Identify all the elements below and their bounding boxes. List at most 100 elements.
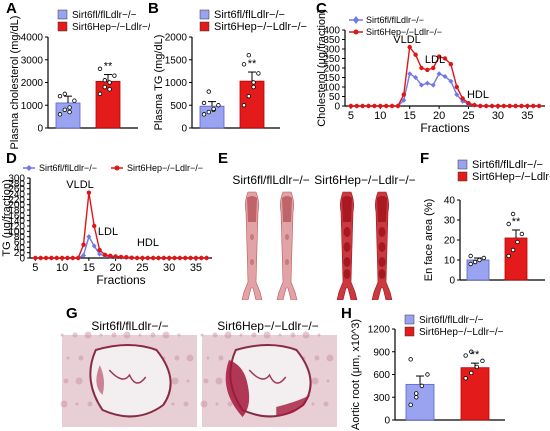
data-point	[67, 105, 72, 110]
series-point-ko	[413, 52, 418, 57]
aorta-lesion	[250, 234, 254, 240]
bar-ko	[460, 367, 490, 421]
x-tick-label: 35	[521, 110, 533, 122]
series-point-ko	[436, 54, 442, 59]
panel-label-c: C	[316, 0, 327, 17]
chart-h-aortic-root: 0 300 600 900 1200 Aortic root (μm, x10^3) ** S…	[350, 314, 505, 430]
histology-ko	[200, 331, 337, 427]
tissue-speckle	[162, 331, 170, 339]
data-point	[506, 221, 511, 227]
series-point-ko	[495, 103, 501, 109]
aorta-lesion	[378, 257, 386, 267]
tissue-speckle	[177, 333, 181, 337]
tissue-speckle	[302, 331, 310, 339]
plaque-lesion	[225, 360, 250, 417]
series-point-ko	[108, 253, 113, 259]
tissue-speckle	[311, 402, 315, 406]
legend-swatch-ko	[457, 171, 468, 182]
y-tick-label: 120	[8, 222, 25, 233]
data-point	[246, 53, 251, 58]
tissue-speckle	[200, 333, 204, 337]
data-point	[201, 112, 207, 117]
series-point-wt	[81, 252, 87, 258]
data-point	[102, 84, 107, 90]
series-point-ko	[81, 242, 86, 247]
legend-marker-wt	[26, 165, 32, 171]
x-axis-label: Fractions	[96, 273, 145, 287]
series-point-ko	[360, 103, 365, 109]
series-point-wt	[407, 71, 413, 77]
bar-ko	[95, 80, 121, 129]
panel-g-left-title: Sirt6fl/flLdlr−/−	[91, 319, 168, 333]
y-tick-label: 0	[37, 124, 43, 135]
series-point-ko	[150, 255, 156, 261]
series-point-ko	[75, 255, 81, 261]
tissue-speckle	[314, 355, 320, 361]
series-point-ko	[156, 255, 161, 261]
tissue-speckle	[215, 402, 219, 406]
y-tick-label: 40	[444, 196, 456, 207]
tissue-speckle	[99, 333, 103, 337]
series-point-wt	[418, 82, 424, 88]
aorta-shape	[276, 191, 298, 300]
x-tick-label: 10	[374, 110, 386, 122]
tissue-speckle	[323, 401, 329, 407]
y-tick-label: 280	[8, 179, 25, 190]
legend-text-ko: Sirt6Hep−/−Ldlr−/−	[472, 171, 550, 183]
data-point	[62, 107, 68, 112]
y-tick-label: 30	[444, 216, 456, 227]
annotation-hdl: HDL	[467, 89, 489, 101]
series-point-ko	[407, 44, 412, 50]
plaque-lesion	[96, 365, 105, 395]
legend-text-ko: Sirt6Hep−/−Ldlr−/−	[214, 21, 307, 33]
data-point	[201, 100, 207, 106]
annotation-ldl: LDL	[98, 226, 118, 238]
data-point	[251, 80, 256, 85]
data-point	[419, 383, 425, 389]
series-point-ko	[525, 103, 530, 109]
y-axis-label: En face area (%)	[423, 199, 435, 282]
significance-marker: **	[248, 58, 257, 70]
annotation-hdl: HDL	[137, 237, 159, 249]
series-point-ko	[442, 56, 448, 61]
y-tick-label: 250	[323, 54, 340, 65]
series-line-ko	[35, 192, 207, 259]
series-point-ko	[489, 103, 495, 109]
annotation-vldl: VLDL	[393, 34, 421, 46]
data-point	[216, 103, 221, 108]
data-point	[206, 89, 211, 94]
series-point-ko	[199, 255, 204, 261]
y-tick-label: 50	[329, 92, 341, 103]
x-tick-label: 20	[433, 110, 445, 122]
x-tick-label: 20	[110, 262, 122, 274]
series-point-wt	[448, 78, 454, 84]
data-point	[463, 376, 468, 381]
y-tick-label: 260	[8, 184, 25, 195]
legend-text-wt: Sirt6fl/flLdlr−/−	[419, 315, 484, 326]
panel-e-right-title: Sirt6Hep−/−Ldlr−/−	[314, 173, 415, 187]
data-point	[72, 98, 77, 103]
significance-marker: **	[104, 61, 113, 73]
x-tick-label: 25	[462, 110, 474, 122]
chart-d-tg-fractions: 0204060801001201401601802002202402602803…	[1, 163, 212, 287]
tissue-speckle	[78, 355, 84, 361]
y-tick-label: 140	[8, 216, 25, 227]
data-point	[107, 87, 112, 92]
data-point	[67, 109, 72, 115]
legend-text-ko: Sirt6Hep−/−Ldlr−/−	[72, 22, 150, 33]
panel-label-h: H	[341, 305, 352, 322]
tissue-speckle	[206, 356, 210, 360]
y-tick-label: 200	[323, 64, 340, 75]
legend-swatch-wt	[199, 9, 210, 20]
tissue-speckle	[317, 333, 321, 337]
series-point-ko	[454, 84, 459, 90]
legend-marker-wt	[353, 16, 359, 24]
series-point-ko	[378, 103, 383, 109]
y-tick-label: 2000	[165, 33, 188, 44]
data-point	[469, 349, 474, 354]
tissue-speckle	[224, 331, 232, 339]
series-point-ko	[97, 247, 102, 253]
x-tick-label: 5	[32, 262, 38, 274]
y-tick-label: 60	[14, 238, 26, 249]
